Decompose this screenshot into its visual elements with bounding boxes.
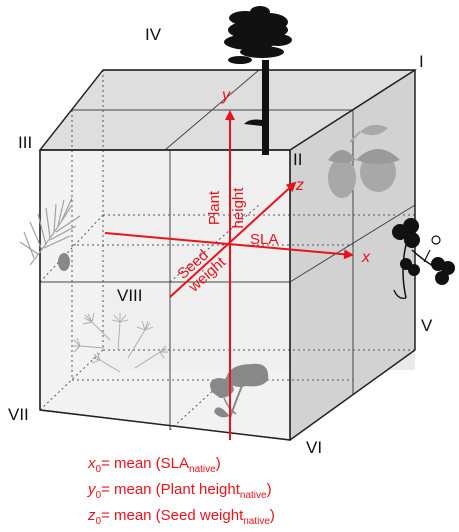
acorn-icon [328,124,400,198]
octant-label-II: II [293,150,302,169]
legend-row-z: z0= mean (Seed weightnative) [88,507,275,527]
y-axis-letter: y [221,87,231,104]
pine-branch-icon [19,197,81,271]
octant-label-VII: VII [8,405,29,424]
octant-label-III: III [18,133,32,152]
legend-row-x: x0= mean (SLAnative) [88,455,221,475]
octant-label-VIII: VIII [117,286,143,305]
x-axis-label: SLA [250,231,278,248]
dandelion-seeds-icon [72,312,168,373]
z-axis-letter: z [295,177,304,194]
legend: x0= mean (SLAnative) y0= mean (Plant hei… [88,454,275,532]
legend-row-y: y0= mean (Plant heightnative) [88,481,272,501]
trait-space-cube-diagram: y x z SLA Plant height Seed weight I II … [8,6,455,457]
z-axis-arrow [169,181,297,298]
y-axis-label-line2: height [230,187,247,229]
octant-label-IV: IV [145,25,162,44]
x-axis-letter: x [361,249,371,266]
cube-outer-edges [39,69,416,441]
y-axis-label-line1: Plant [206,190,223,225]
octant-label-I: I [419,52,424,71]
octant-label-VI: VI [306,438,322,457]
pine-tree-icon [224,6,292,155]
cube-front-face [39,149,291,441]
clover-icon [392,218,455,299]
axes [104,110,354,440]
octant-label-V: V [421,316,433,335]
mushroom-leaf-icon [210,363,269,419]
